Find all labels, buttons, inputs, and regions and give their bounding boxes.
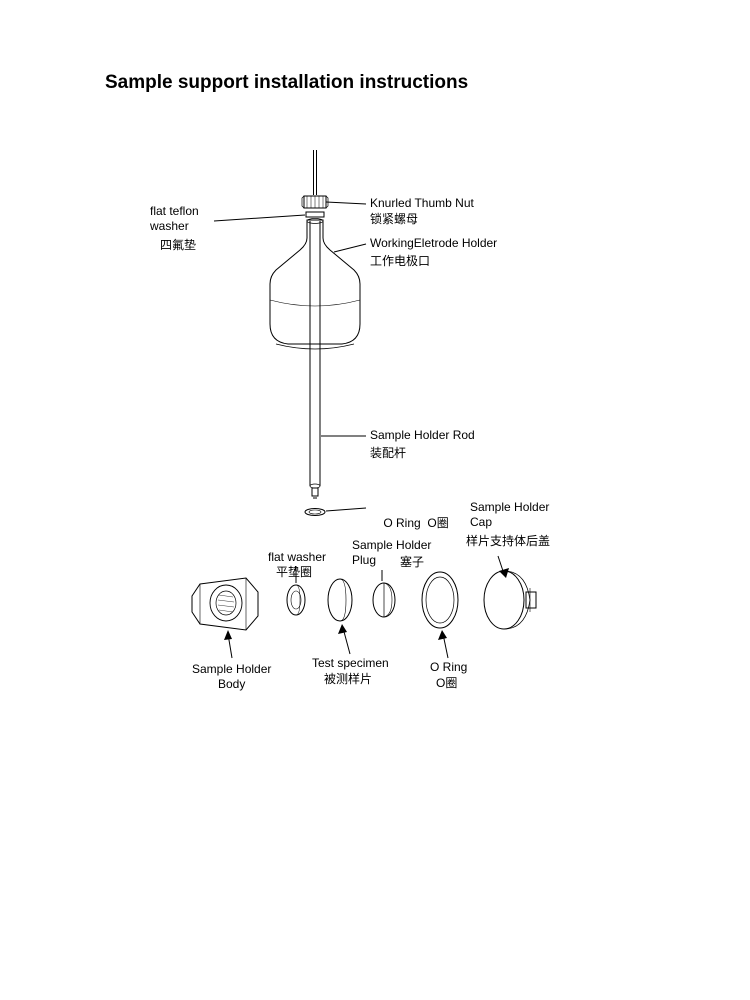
sample-holder-body-shape [192, 578, 258, 630]
label-sample-holder-cap-zh: 样片支持体后盖 [466, 534, 550, 549]
label-working-electrode-holder: WorkingEletrode Holder [370, 236, 497, 251]
o-ring-top-en: O Ring [383, 516, 420, 530]
label-knurled-thumb-nut-zh: 锁紧螺母 [370, 212, 418, 227]
label-test-specimen-zh: 被测样片 [324, 672, 372, 687]
label-flat-washer-zh: 平垫圈 [276, 565, 312, 580]
label-o-ring-bottom-zh: O圈 [436, 676, 457, 691]
flat-washer-shape [287, 585, 305, 615]
test-specimen-shape [328, 579, 352, 621]
o-ring-lower-shape [422, 572, 458, 628]
label-flat-washer: flat washer [268, 550, 326, 565]
label-sample-holder-rod-zh: 装配杆 [370, 446, 406, 461]
label-sample-holder-rod: Sample Holder Rod [370, 428, 475, 443]
page: Sample support installation instructions [0, 0, 750, 1000]
label-sample-holder-body: Sample Holder Body [192, 662, 271, 692]
label-sample-holder-plug-zh: 塞子 [400, 555, 424, 570]
label-o-ring-bottom: O Ring [430, 660, 467, 675]
assembly-diagram [0, 0, 750, 1000]
label-working-electrode-holder-zh: 工作电极口 [370, 254, 430, 269]
plug-shape [373, 583, 395, 617]
label-knurled-thumb-nut: Knurled Thumb Nut [370, 196, 474, 211]
label-flat-teflon-washer-zh: 四氟垫 [160, 238, 196, 253]
o-ring-top-zh: O圈 [427, 516, 448, 530]
label-test-specimen: Test specimen [312, 656, 389, 671]
label-flat-teflon-washer: flat teflon washer [150, 204, 199, 234]
cap-shape [484, 571, 536, 629]
label-sample-holder-cap: Sample Holder Cap [470, 500, 549, 530]
